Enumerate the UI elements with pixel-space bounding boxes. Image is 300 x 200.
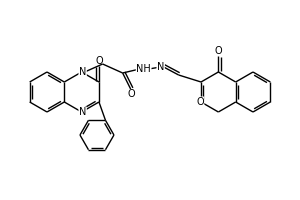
- Text: O: O: [214, 46, 222, 56]
- Text: N: N: [157, 62, 164, 72]
- Text: O: O: [196, 97, 204, 107]
- Text: N: N: [79, 67, 86, 77]
- Text: N: N: [79, 107, 86, 117]
- Text: O: O: [95, 56, 103, 66]
- Text: O: O: [128, 89, 136, 99]
- Text: NH: NH: [136, 64, 151, 74]
